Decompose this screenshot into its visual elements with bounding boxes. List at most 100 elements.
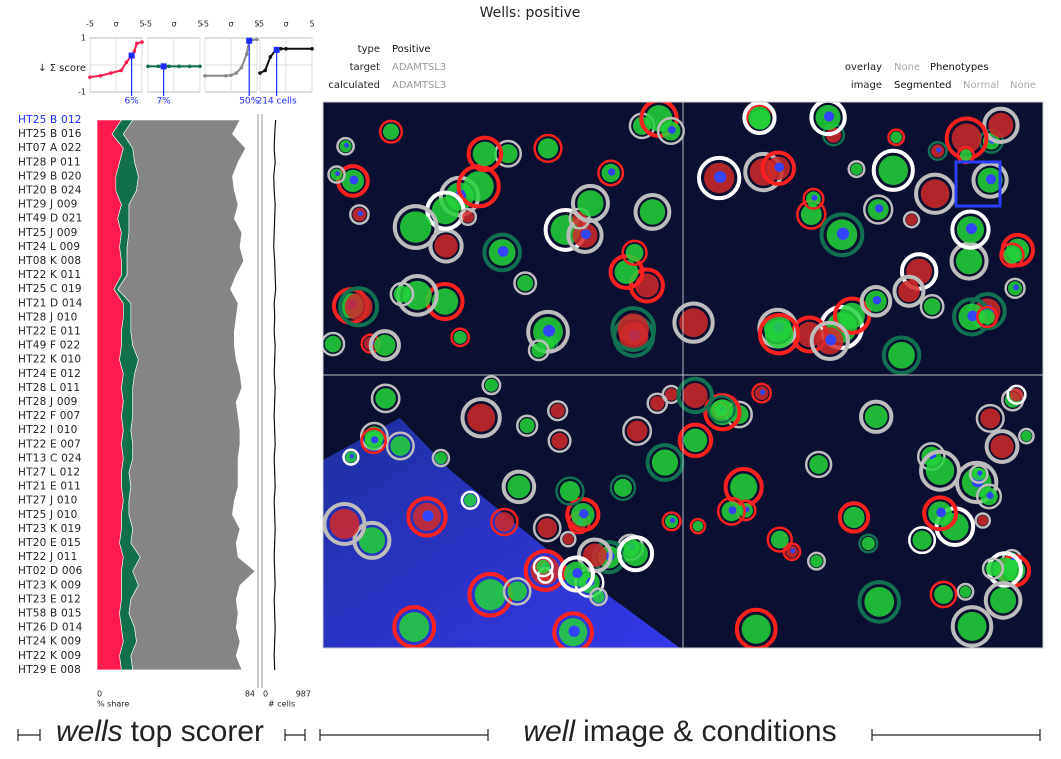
cell-outline (976, 305, 999, 329)
well-row-label[interactable]: HT13 C 024 (18, 452, 82, 464)
well-row-label[interactable]: HT08 K 008 (18, 255, 81, 267)
cell-body (613, 478, 632, 497)
cell-nucleus (572, 568, 583, 579)
page-title: Wells: positive (480, 5, 581, 21)
cell-outline (481, 375, 502, 396)
cell-body (484, 378, 498, 392)
cell-body (537, 518, 558, 538)
well-row-label[interactable]: HT24 K 009 (18, 636, 81, 648)
cell-body (431, 197, 459, 225)
well-row-label[interactable]: HT29 B 020 (18, 170, 82, 182)
well-row-label[interactable]: HT22 E 007 (18, 438, 81, 450)
well-row-label[interactable]: HT27 L 012 (18, 467, 80, 479)
cell-nucleus (774, 162, 785, 172)
cell-body (764, 319, 794, 349)
well-row-label[interactable]: HT23 K 009 (18, 579, 81, 591)
well-row-label[interactable]: HT29 E 008 (18, 664, 81, 676)
control-option[interactable]: Segmented (894, 80, 952, 91)
score-point (258, 71, 262, 75)
well-row-label[interactable]: HT23 E 012 (18, 593, 81, 605)
cell-outline (661, 511, 682, 532)
well-row-label[interactable]: HT07 A 022 (18, 142, 82, 154)
well-row-label[interactable]: HT22 F 007 (18, 410, 80, 422)
cell-outline (703, 393, 742, 432)
score-point (88, 75, 92, 79)
control-option[interactable]: Normal (963, 80, 999, 91)
threshold-marker[interactable] (160, 63, 167, 70)
cell-outline (621, 239, 648, 266)
well-row-label[interactable]: HT26 D 014 (18, 622, 83, 634)
footer-emphasis: well (523, 715, 576, 748)
control-option[interactable]: None (1010, 80, 1036, 91)
cell-outline (323, 331, 346, 357)
cell-body (748, 106, 771, 130)
well-row-label[interactable]: HT25 B 012 (18, 114, 82, 126)
cell-body (810, 554, 823, 568)
cell-body (990, 587, 1017, 614)
cell-body (324, 335, 342, 353)
threshold-marker[interactable] (273, 46, 280, 53)
well-row-label[interactable]: HT22 I 010 (18, 424, 77, 436)
selected-cell-box[interactable] (954, 160, 1002, 208)
cell-outline (622, 415, 653, 446)
cell-outline (982, 106, 1020, 144)
well-row-label[interactable]: HT28 P 011 (18, 156, 81, 168)
well-row-label[interactable]: HT24 L 009 (18, 241, 80, 253)
cell-outline (751, 382, 773, 404)
well-row-label[interactable]: HT20 B 024 (18, 185, 82, 197)
y-axis-label: ↓ Σ score (38, 63, 86, 74)
well-row-label[interactable]: HT22 K 009 (18, 650, 81, 662)
x-tick-label: 5 (254, 20, 259, 29)
well-row-label[interactable]: HT24 E 012 (18, 368, 81, 380)
cell-outline (458, 207, 478, 227)
well-row-label[interactable]: HT23 K 019 (18, 523, 81, 535)
cell-body (850, 163, 863, 175)
cell-outline (837, 501, 871, 534)
well-row-label[interactable]: HT28 J 010 (18, 311, 77, 323)
cell-body (864, 587, 895, 617)
well-row-label[interactable]: HT22 E 011 (18, 326, 81, 338)
well-row-label[interactable]: HT22 K 011 (18, 269, 81, 281)
well-row-label[interactable]: HT02 D 006 (18, 565, 83, 577)
cell-outline (559, 530, 577, 548)
well-row-label[interactable]: HT25 J 010 (18, 509, 77, 521)
threshold-marker[interactable] (246, 37, 253, 44)
well-row-label[interactable]: HT25 C 019 (18, 283, 82, 295)
cell-body (507, 475, 531, 499)
cell-body (980, 408, 1001, 429)
cell-outline (378, 119, 404, 144)
cell-body (623, 541, 648, 567)
well-row-label[interactable]: HT28 L 011 (18, 382, 80, 394)
score-point (198, 64, 202, 69)
well-row-label[interactable]: HT20 E 015 (18, 537, 81, 549)
well-row-label[interactable]: HT21 D 014 (18, 297, 83, 309)
well-row-label[interactable]: HT21 E 011 (18, 481, 81, 493)
well-row-label[interactable]: HT22 J 011 (18, 551, 77, 563)
control-option[interactable]: Phenotypes (930, 62, 989, 73)
well-row-label[interactable]: HT27 J 010 (18, 495, 77, 507)
cell-nucleus (669, 517, 676, 524)
score-point (187, 64, 192, 69)
cell-body (577, 190, 604, 217)
image-frame (322, 101, 1044, 649)
well-row-label[interactable]: HT25 B 016 (18, 128, 82, 140)
cell-body (1021, 430, 1032, 442)
well-row-label[interactable]: HT25 J 009 (18, 227, 77, 239)
well-images[interactable] (322, 101, 1044, 651)
x-tick-label: -5 (144, 20, 152, 29)
well-row-label[interactable]: HT49 D 021 (18, 213, 82, 225)
control-label: image (851, 80, 882, 91)
well-row-label[interactable]: HT28 J 009 (18, 396, 77, 408)
cell-body (839, 302, 865, 329)
well-row-label[interactable]: HT49 F 022 (18, 340, 80, 352)
threshold-marker[interactable] (128, 52, 135, 59)
score-point (255, 37, 259, 42)
well-row-label[interactable]: HT58 B 015 (18, 608, 82, 620)
cell-outline (672, 301, 715, 344)
score-point (268, 55, 273, 59)
well-row-label[interactable]: HT22 K 010 (18, 354, 81, 366)
cell-outline (533, 133, 563, 164)
cell-outline (974, 512, 992, 529)
well-row-label[interactable]: HT29 J 009 (18, 199, 77, 211)
control-option[interactable]: None (894, 62, 920, 73)
